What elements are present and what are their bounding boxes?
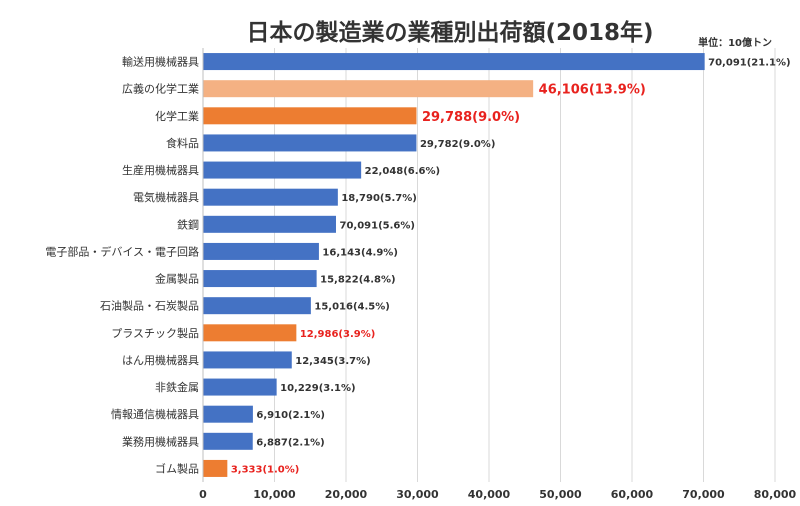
bar [203,297,311,315]
category-label: 電気機械器具 [133,190,199,204]
category-label: 業務用機械器具 [122,434,199,448]
bar [203,324,297,342]
x-tick-label: 80,000 [754,488,797,501]
data-label: 29,782(9.0%) [420,139,495,150]
bar [203,242,319,260]
bar [203,188,338,206]
data-label: 46,106(13.9%) [539,83,646,98]
data-label: 18,790(5.7%) [341,193,416,204]
data-label: 12,345(3.7%) [295,356,370,367]
data-label: 70,091(5.6%) [339,220,414,231]
data-labels: 70,091(21.1%) 46,106(13.9%) 29,788(9.0%) 29… [231,58,791,476]
bar [203,53,705,71]
unit-label: 単位：10億トン [698,36,772,49]
category-label: プラスチック製品 [111,326,199,340]
bar [203,107,417,125]
category-label: 情報通信機械器具 [111,407,199,421]
bar [203,134,417,152]
data-label: 29,788(9.0%) [422,110,520,125]
bar [203,215,336,233]
x-tick-label: 60,000 [611,488,654,501]
category-label: 輸送用機械器具 [122,55,199,69]
x-axis-ticks: 0 10,000 20,000 30,000 40,000 50,000 60,000 70,… [199,488,796,501]
bar [203,432,253,450]
data-label: 22,048(6.6%) [365,166,440,177]
data-label: 70,091(21.1%) [708,58,790,69]
category-label: 金属製品 [155,272,199,286]
data-label: 12,986(3.9%) [300,329,375,340]
data-label: 6,910(2.1%) [256,410,325,421]
data-label: 6,887(2.1%) [256,437,325,448]
category-label: 鉄鋼 [177,217,199,231]
bar [203,270,317,288]
bar [203,161,362,179]
category-label: 非鉄金属 [155,380,199,394]
bar [203,80,534,98]
category-label: 石油製品・石炭製品 [100,299,199,313]
x-tick-label: 0 [199,488,207,501]
category-label: 生産用機械器具 [122,163,199,177]
bar [203,459,228,477]
category-labels: 輸送用機械器具広義の化学工業化学工業食料品生産用機械器具電気機械器具鉄鋼電子部品… [45,55,199,476]
data-label: 10,229(3.1%) [280,383,355,394]
chart-title: 日本の製造業の業種別出荷額(2018年) [246,19,653,46]
x-tick-label: 20,000 [325,488,368,501]
category-label: 電子部品・デバイス・電子回路 [45,244,199,258]
bar [203,378,277,396]
category-label: ゴム製品 [155,461,199,475]
x-tick-label: 50,000 [539,488,582,501]
bar [203,405,253,423]
data-label: 15,016(4.5%) [314,302,389,313]
x-tick-label: 30,000 [396,488,439,501]
category-label: 食料品 [166,136,199,150]
data-label: 3,333(1.0%) [231,464,300,475]
category-label: はん用機械器具 [122,353,199,367]
bar [203,351,292,369]
x-tick-label: 10,000 [253,488,296,501]
data-label: 16,143(4.9%) [322,247,397,258]
data-label: 15,822(4.8%) [320,275,395,286]
x-tick-label: 70,000 [682,488,725,501]
x-tick-label: 40,000 [468,488,511,501]
bars [203,53,705,477]
category-label: 化学工業 [155,109,199,123]
category-label: 広義の化学工業 [122,82,199,96]
